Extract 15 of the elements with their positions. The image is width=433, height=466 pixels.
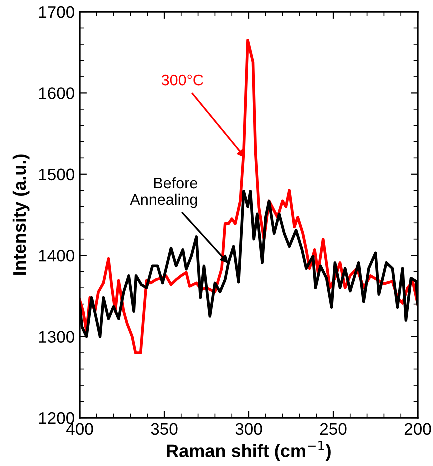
y-tick-label: 1500 (39, 168, 74, 181)
x-tick-label: 300 (236, 423, 262, 436)
x-tick-label: 400 (66, 423, 94, 436)
y-tick-label: 1700 (39, 6, 74, 18)
x-axis-title: Raman shift (cm$^{−1}$) (167, 441, 331, 462)
y-tick-label: 1600 (39, 88, 74, 100)
annotation: Before Annealing (130, 177, 198, 208)
y-tick-label: 1200 (39, 412, 74, 424)
x-tick-label: 250 (320, 423, 347, 436)
x-tick-label: 200 (404, 423, 432, 436)
annotation: 300°C (162, 74, 204, 86)
y-tick-label: 1300 (39, 331, 74, 344)
y-axis-title: Intensity (a.u.) (12, 154, 30, 275)
y-tick-label: 1400 (39, 250, 74, 262)
x-tick-label: 350 (151, 423, 178, 436)
